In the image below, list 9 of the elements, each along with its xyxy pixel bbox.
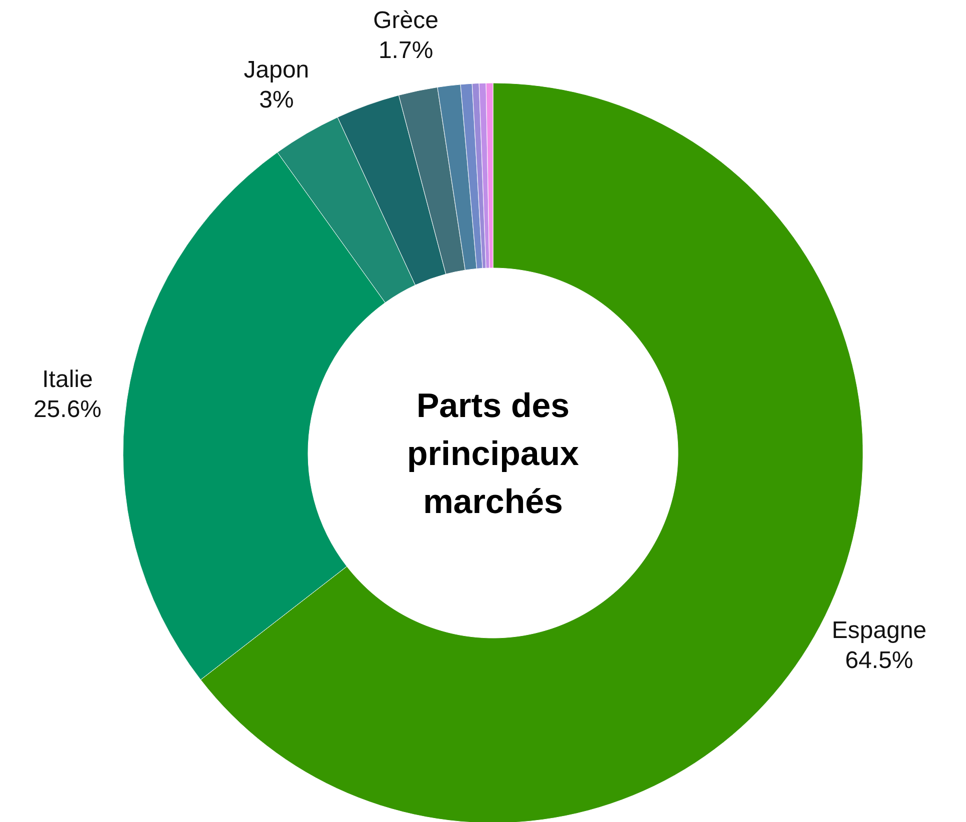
slice-label: Japon — [244, 56, 310, 84]
data-label: 25.6% — [33, 396, 102, 424]
slice-label: Italie — [42, 366, 93, 394]
slice-label: Grèce — [373, 6, 438, 34]
text: Parts des principaux marchés — [407, 387, 580, 521]
slice-label: Espagne — [832, 617, 927, 644]
data-label: 64.5% — [845, 647, 914, 674]
data-label: 3% — [259, 86, 294, 114]
data-label: 1.7% — [378, 36, 434, 64]
